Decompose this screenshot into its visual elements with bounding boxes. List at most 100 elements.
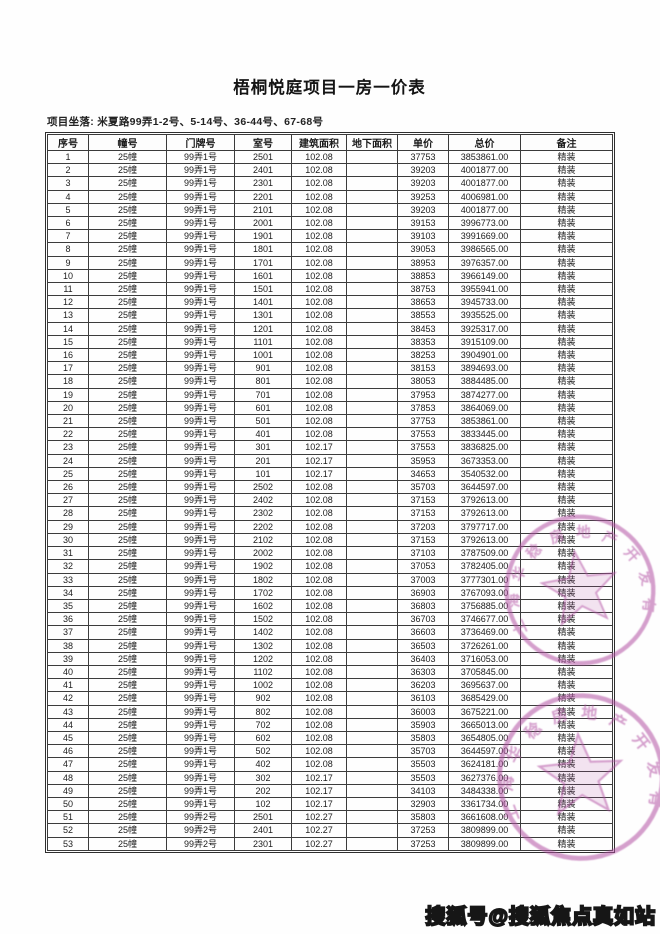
- table-cell: [346, 519, 398, 534]
- table-cell: [346, 638, 398, 653]
- table-cell: 36903: [397, 585, 449, 600]
- table-cell: 3955941.00: [448, 282, 521, 297]
- table-cell: [346, 612, 398, 627]
- table-cell: 99弄1号: [166, 480, 235, 495]
- table-cell: 102.08: [291, 744, 347, 759]
- table-cell: [346, 308, 398, 323]
- table-cell: 102.17: [291, 770, 347, 785]
- table-cell: 3624181.00: [448, 757, 521, 772]
- table-cell: 39253: [397, 189, 449, 204]
- table-cell: 36403: [397, 651, 449, 666]
- table-cell: 2201: [234, 189, 292, 204]
- table-cell: 99弄1号: [166, 163, 235, 178]
- table-cell: 25幢: [88, 202, 167, 218]
- table-cell: 精装: [520, 612, 613, 627]
- table-cell: 38653: [397, 295, 449, 310]
- table-cell: 302: [234, 770, 292, 785]
- table-row: 13 25幢 99弄1号 1301 102.08 38553 3935525.00 精装: [47, 308, 613, 323]
- table-cell: 25幢: [88, 229, 167, 244]
- table-cell: 99弄1号: [166, 796, 235, 812]
- table-cell: 99弄1号: [166, 783, 235, 798]
- table-cell: 102.08: [291, 189, 347, 204]
- table-cell: 37203: [397, 519, 449, 534]
- table-cell: 25幢: [88, 242, 167, 257]
- table-row: 42 25幢 99弄1号 902 102.08 36103 3685429.00 精装: [47, 691, 613, 706]
- table-cell: 99弄1号: [166, 242, 235, 257]
- table-cell: 4001877.00: [448, 163, 521, 178]
- table-row: 15 25幢 99弄1号 1101 102.08 38353 3915109.00 精装: [47, 334, 613, 350]
- table-cell: 25幢: [88, 598, 167, 614]
- table-cell: 精装: [520, 255, 613, 270]
- table-cell: 51: [47, 810, 89, 825]
- table-cell: 3792613.00: [448, 532, 521, 548]
- table-cell: [346, 559, 398, 574]
- table-row: 28 25幢 99弄1号 2302 102.08 37153 3792613.00 精装: [47, 506, 613, 521]
- table-cell: 2202: [234, 519, 292, 534]
- table-cell: 25幢: [88, 255, 167, 270]
- table-cell: 精装: [520, 295, 613, 310]
- table-cell: 3792613.00: [448, 493, 521, 508]
- table-cell: [346, 229, 398, 244]
- table-cell: 25幢: [88, 796, 167, 812]
- table-cell: 99弄1号: [166, 427, 235, 442]
- table-cell: [346, 414, 398, 429]
- table-cell: 35: [47, 598, 89, 614]
- table-row: 53 25幢 99弄2号 2301 102.27 37253 3809899.00 精装: [47, 836, 613, 851]
- table-cell: 99弄1号: [166, 651, 235, 666]
- table-cell: 精装: [520, 546, 613, 561]
- table-cell: [346, 466, 398, 482]
- table-cell: 3809899.00: [448, 836, 521, 851]
- table-cell: 102.27: [291, 810, 347, 825]
- table-cell: 25幢: [88, 466, 167, 482]
- table-cell: 402: [234, 757, 292, 772]
- table-cell: 102.08: [291, 704, 347, 719]
- table-row: 27 25幢 99弄1号 2402 102.08 37153 3792613.00 精装: [47, 493, 613, 508]
- table-cell: 25幢: [88, 334, 167, 350]
- table-cell: 34103: [397, 783, 449, 798]
- table-row: 10 25幢 99弄1号 1601 102.08 38853 3966149.00 精装: [47, 268, 613, 284]
- table-cell: 38253: [397, 348, 449, 363]
- table-cell: 99弄1号: [166, 295, 235, 310]
- table-cell: 25幢: [88, 691, 167, 706]
- table-cell: 25幢: [88, 532, 167, 548]
- table-cell: 99弄1号: [166, 678, 235, 693]
- table-cell: 25幢: [88, 730, 167, 746]
- table-cell: [346, 334, 398, 350]
- table-cell: 102.27: [291, 823, 347, 838]
- table-cell: 1502: [234, 612, 292, 627]
- table-cell: 901: [234, 361, 292, 376]
- table-cell: 102.08: [291, 519, 347, 534]
- table-cell: 精装: [520, 651, 613, 666]
- table-cell: 18: [47, 374, 89, 389]
- header-room: 室号: [234, 134, 292, 151]
- table-cell: 精装: [520, 189, 613, 204]
- table-cell: 3716053.00: [448, 651, 521, 666]
- table-cell: 36603: [397, 625, 449, 640]
- table-cell: 2002: [234, 546, 292, 561]
- table-cell: 6: [47, 216, 89, 231]
- table-cell: 7: [47, 229, 89, 244]
- table-cell: 39053: [397, 242, 449, 257]
- table-cell: [346, 506, 398, 521]
- table-cell: 42: [47, 691, 89, 706]
- table-cell: 102.08: [291, 149, 347, 165]
- table-cell: 1601: [234, 268, 292, 284]
- table-cell: [346, 282, 398, 297]
- table-cell: [346, 163, 398, 178]
- table-cell: 99弄1号: [166, 770, 235, 785]
- table-cell: 3836825.00: [448, 440, 521, 455]
- table-cell: 1: [47, 149, 89, 165]
- table-row: 25 25幢 99弄1号 101 102.17 34653 3540532.00 精装: [47, 466, 613, 482]
- table-cell: 精装: [520, 427, 613, 442]
- table-cell: 25幢: [88, 546, 167, 561]
- header-remark: 备注: [520, 134, 613, 151]
- table-cell: 102.08: [291, 757, 347, 772]
- table-cell: 99弄1号: [166, 559, 235, 574]
- table-cell: 601: [234, 400, 292, 416]
- header-total-price: 总价: [448, 134, 521, 151]
- table-row: 18 25幢 99弄1号 801 102.08 38053 3884485.00 精装: [47, 374, 613, 389]
- table-row: 8 25幢 99弄1号 1801 102.08 39053 3986565.00 精装: [47, 242, 613, 257]
- table-cell: 25幢: [88, 149, 167, 165]
- table-cell: 精装: [520, 598, 613, 614]
- table-cell: [346, 730, 398, 746]
